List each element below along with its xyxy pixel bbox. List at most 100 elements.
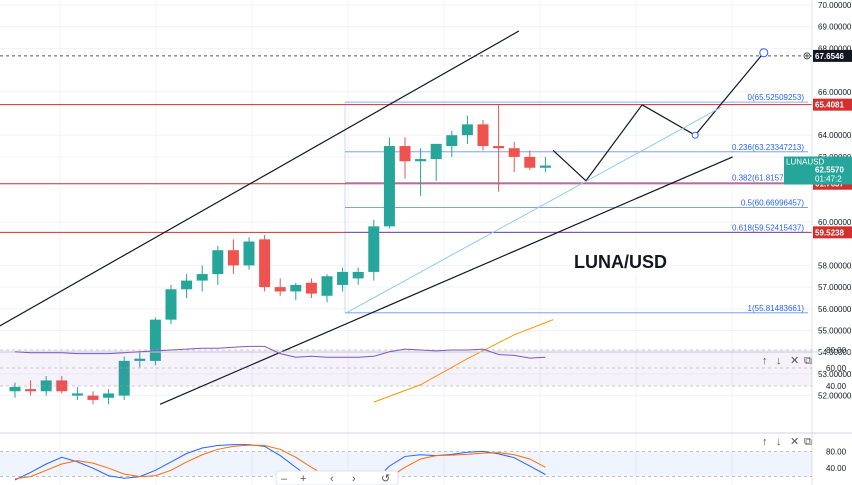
y-tick-label: 54.00000	[818, 348, 852, 357]
candle	[461, 115, 473, 144]
candle-body	[430, 143, 442, 160]
candle-body	[259, 239, 271, 288]
y-tick-label: 53.00000	[818, 370, 852, 379]
stoch-k-line	[14, 444, 546, 485]
rsi-line	[14, 345, 546, 359]
rsi-band	[0, 350, 812, 386]
candle-body	[149, 319, 161, 361]
maximize-pane-button[interactable]: ⧉	[804, 355, 812, 367]
y-tick-label: 58.00000	[818, 261, 852, 270]
price-levels: 0(65.52509253) 0.236(63.23347213) 0.382(61…	[0, 55, 812, 314]
candle	[165, 284, 177, 324]
candle	[477, 120, 489, 151]
candle	[368, 219, 380, 281]
fib-label: 0(65.52509253)	[748, 93, 805, 102]
rsi-tick-label: 80.00	[826, 346, 847, 355]
lower-support-price-tag-bg	[813, 226, 852, 239]
light-trend-line	[345, 106, 722, 314]
move-pane-down-button[interactable]: ↓	[776, 436, 782, 448]
candle	[149, 317, 161, 366]
rsi-tick-label: 40.00	[826, 382, 847, 391]
candle-body	[461, 124, 473, 136]
y-tick-label: 68.00000	[818, 44, 852, 53]
moving-average	[373, 319, 554, 403]
candle	[71, 386, 83, 400]
target-price-tag-bg	[813, 49, 852, 62]
maximize-pane-button[interactable]: ⧉	[804, 436, 812, 448]
y-tick-label: 69.00000	[818, 23, 852, 32]
stoch-d-line	[14, 444, 546, 484]
move-pane-down-button[interactable]: ↓	[776, 355, 782, 367]
candle-body	[415, 159, 427, 162]
symbol-label: LUNA/USD	[574, 252, 667, 272]
stoch-tick-label: 80.00	[826, 447, 847, 456]
candle-body	[9, 386, 21, 392]
resistance-price-tag-bg	[813, 98, 852, 111]
stochastic-pane: 80.00 40.00	[0, 432, 852, 485]
y-tick-label: 70.00000	[818, 1, 852, 10]
candle-body	[274, 287, 286, 292]
trend-drawings	[0, 30, 769, 405]
rsi-pane: 80.00 60.00 40.00	[0, 345, 852, 391]
candle-body	[508, 148, 520, 157]
fib-label: 0.5(60.66996457)	[741, 198, 805, 207]
grid	[0, 0, 812, 485]
y-tick-label: 66.00000	[818, 88, 852, 97]
candle	[399, 137, 411, 179]
toolbar-bg	[275, 470, 399, 485]
scroll-left-button[interactable]: ‹	[330, 473, 334, 485]
candle	[493, 104, 505, 192]
projection-leg-4	[694, 52, 765, 136]
y-tick-label: 57.00000	[818, 283, 852, 292]
candle	[212, 245, 224, 285]
candle	[25, 380, 37, 396]
y-tick-label: 52.00000	[818, 392, 852, 401]
candle	[508, 141, 520, 173]
candle	[446, 130, 458, 157]
candle	[134, 352, 146, 368]
zoom-out-button[interactable]: –	[281, 473, 288, 485]
scroll-right-button[interactable]: ›	[352, 473, 356, 485]
candle-body	[368, 226, 380, 272]
move-pane-up-button[interactable]: ↑	[762, 436, 768, 448]
reset-button[interactable]: ↺	[381, 473, 390, 485]
move-pane-up-button[interactable]: ↑	[762, 355, 768, 367]
fib-label: 0.618(59.52415437)	[732, 223, 804, 232]
close-pane-button[interactable]: ✕	[790, 436, 799, 448]
target-point[interactable]	[759, 48, 769, 58]
channel-upper-line	[0, 30, 520, 327]
close-pane-button[interactable]: ✕	[790, 355, 799, 367]
channel-lower-line	[159, 156, 733, 405]
y-tick-label: 55.00000	[818, 327, 852, 336]
symbol-label-box: LUNA/USD	[571, 247, 669, 274]
candle-body	[243, 241, 255, 266]
candle	[321, 274, 333, 303]
candle	[103, 389, 115, 405]
candle-body	[383, 146, 395, 227]
candle-body	[524, 156, 536, 168]
projection-leg-3	[641, 104, 696, 136]
fib-label: 0.382(61.81577477)	[732, 174, 804, 183]
candle	[87, 391, 99, 405]
candle	[290, 282, 302, 301]
lower-support-price-tag: 59.5238	[815, 228, 844, 237]
candle	[274, 278, 286, 296]
candle	[227, 239, 239, 275]
candle	[305, 278, 317, 298]
stoch-tick-label: 40.00	[826, 464, 847, 473]
candle-body	[539, 165, 551, 168]
last-price-label: 62.5570	[815, 166, 844, 175]
candle-body	[399, 146, 411, 162]
candle-body	[212, 250, 224, 275]
candle-body	[321, 276, 333, 296]
y-tick-label: 56.00000	[818, 305, 852, 314]
candle	[383, 137, 395, 229]
countdown-label: 01:47:2	[815, 175, 842, 184]
zoom-in-button[interactable]: +	[300, 473, 306, 485]
candlesticks	[9, 104, 551, 405]
anchor-point[interactable]	[691, 131, 699, 139]
candle	[243, 237, 255, 270]
pane-controls: ↑ ↓ ✕ ⧉ ↑ ↓ ✕ ⧉	[762, 355, 812, 448]
